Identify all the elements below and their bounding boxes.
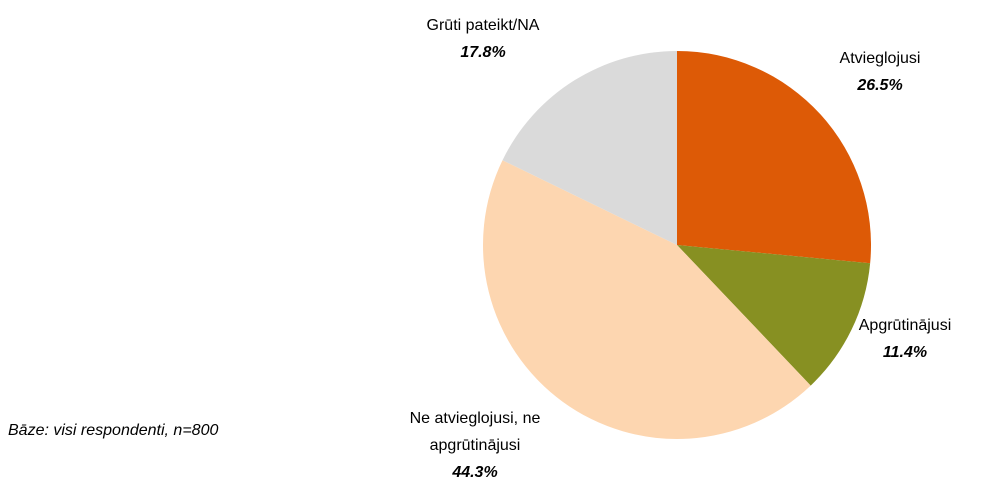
pie-slice	[502, 51, 677, 245]
category-label: Atvieglojusi	[839, 50, 921, 67]
value-label: 26.5%	[857, 77, 903, 94]
footnote: Bāze: visi respondenti, n=800	[8, 422, 219, 439]
slice-label: Atvieglojusi 26.5%	[800, 45, 960, 99]
value-label: 44.3%	[452, 464, 498, 481]
pie-slice	[677, 245, 871, 386]
category-label: Apgrūtinājusi	[858, 317, 952, 334]
pie-slice	[482, 160, 811, 440]
slice-label: Apgrūtinājusi 11.4%	[825, 312, 985, 366]
category-label: Grūti pateikt/NA	[426, 17, 540, 34]
slice-label: Ne atvieglojusi, ne apgrūtinājusi 44.3%	[370, 405, 580, 486]
slice-label: Grūti pateikt/NA 17.8%	[383, 12, 583, 66]
category-label: Ne atvieglojusi, ne apgrūtinājusi	[409, 410, 541, 454]
value-label: 11.4%	[882, 344, 928, 361]
pie-slice	[677, 51, 871, 264]
value-label: 17.8%	[460, 44, 506, 61]
